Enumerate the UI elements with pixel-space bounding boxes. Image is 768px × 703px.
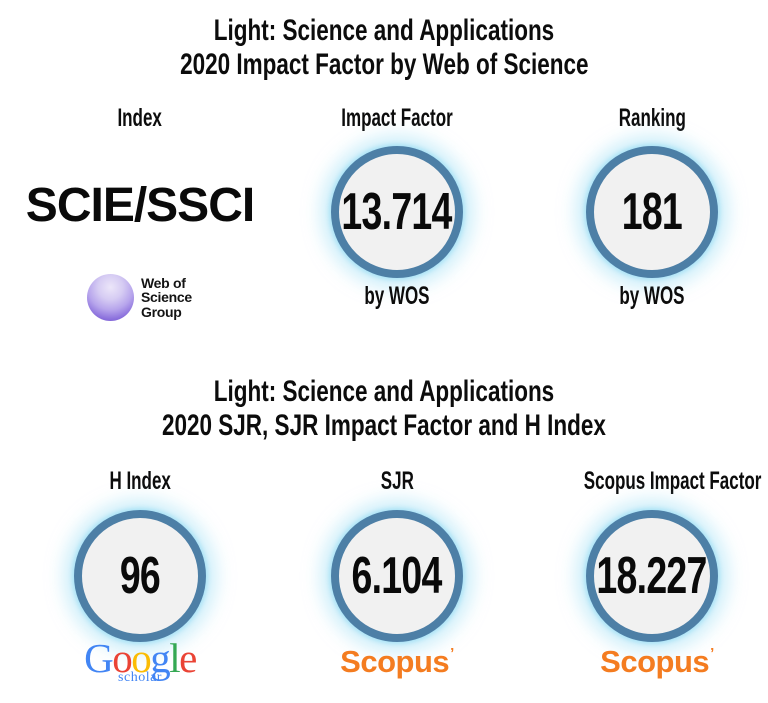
web-of-science-group-logo: Web of Science Group — [87, 274, 192, 321]
label-impact-factor: Impact Factor — [341, 104, 453, 132]
section1-title: Light: Science and Applications 2020 Imp… — [0, 14, 768, 82]
scopus-logo-sjr: Scopus’ — [297, 644, 497, 680]
wos-logo-text: Web of Science Group — [141, 276, 192, 320]
h-index-circle: 96 — [74, 510, 206, 642]
section1-title-line1: Light: Science and Applications — [213, 14, 555, 47]
scopus-impact-factor-value: 18.227 — [596, 547, 708, 605]
google-letter: e — [179, 635, 197, 681]
section2-title: Light: Science and Applications 2020 SJR… — [0, 375, 768, 443]
impact-factor-source: by WOS — [364, 282, 430, 310]
scopus-trademark-icon: ’ — [450, 645, 454, 662]
label-ranking: Ranking — [618, 104, 686, 132]
google-wordmark: Google — [40, 637, 240, 679]
section2-title-line2: 2020 SJR, SJR Impact Factor and H Index — [162, 409, 606, 442]
sjr-value: 6.104 — [351, 547, 443, 605]
impact-factor-value: 13.714 — [341, 183, 453, 241]
scopus-wordmark: Scopus — [340, 644, 450, 679]
label-h-index: H Index — [109, 467, 171, 495]
google-scholar-logo: Google scholar — [40, 637, 240, 686]
scopus-logo-impact-factor: Scopus’ — [557, 644, 757, 680]
impact-factor-circle: 13.714 — [331, 146, 463, 278]
google-letter: g — [150, 635, 171, 681]
label-scopus-impact-factor: Scopus Impact Factor — [583, 467, 762, 495]
wos-sphere-icon — [87, 274, 134, 321]
google-letter: l — [169, 635, 180, 681]
scopus-impact-factor-circle: 18.227 — [586, 510, 718, 642]
wos-logo-line1: Web of — [141, 274, 186, 291]
label-sjr: SJR — [380, 467, 414, 495]
google-letter: G — [84, 635, 114, 681]
scopus-trademark-icon: ’ — [710, 645, 714, 662]
ranking-value: 181 — [621, 183, 683, 241]
google-scholar-sub-label: scholar — [118, 670, 162, 685]
sjr-circle: 6.104 — [331, 510, 463, 642]
ranking-source: by WOS — [619, 282, 685, 310]
wos-logo-line2: Science — [141, 289, 192, 306]
label-index: Index — [117, 104, 163, 132]
wos-logo-line3: Group — [141, 303, 182, 320]
section1-title-line2: 2020 Impact Factor by Web of Science — [179, 48, 589, 81]
section2-title-line1: Light: Science and Applications — [213, 375, 555, 408]
h-index-value: 96 — [119, 547, 161, 605]
ranking-circle: 181 — [586, 146, 718, 278]
index-value: SCIE/SSCI — [25, 179, 255, 232]
scopus-wordmark: Scopus — [600, 644, 710, 679]
google-letter: o — [131, 635, 152, 681]
google-letter: o — [112, 635, 133, 681]
